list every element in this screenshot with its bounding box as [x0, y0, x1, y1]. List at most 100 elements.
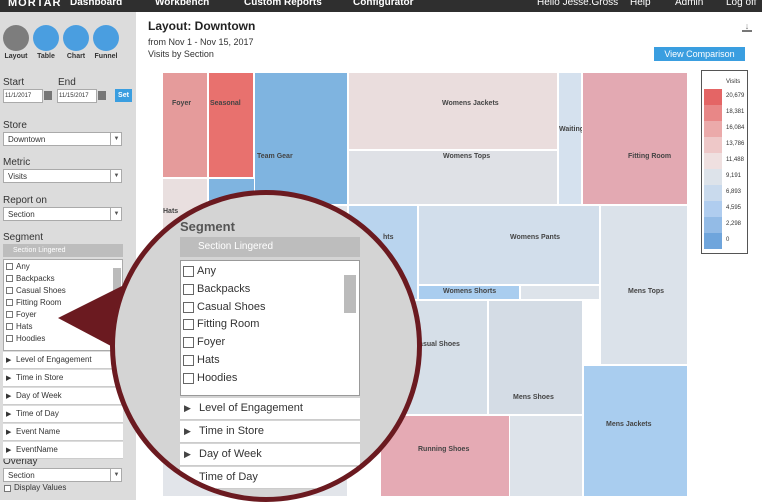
collapsible-label: Time in Store [16, 373, 64, 382]
section-label: Running Shoes [418, 446, 470, 453]
tool-label: Table [37, 53, 55, 60]
collapsible-label: ▶ [6, 375, 12, 382]
legend-value: 6,893 [726, 189, 742, 195]
calendar-icon[interactable] [98, 91, 106, 100]
collapsible-label: ▶ [6, 429, 12, 436]
tool-label: Funnel [94, 53, 118, 60]
legend-swatch [704, 233, 722, 249]
map-section[interactable] [600, 205, 688, 365]
map-section[interactable] [418, 285, 520, 300]
label: End [58, 77, 76, 88]
label: Overlay [3, 456, 38, 467]
collapsible-label: ▶ [6, 447, 12, 454]
nav-item[interactable]: Custom Reports [244, 0, 322, 8]
section-label: Casual Shoes [414, 341, 460, 348]
map-section[interactable] [348, 150, 558, 205]
set-button[interactable]: Set [115, 89, 132, 102]
map-section[interactable] [162, 72, 208, 178]
map-section[interactable] [418, 205, 600, 285]
dropdown[interactable]: Section [3, 207, 122, 221]
collapsible-label: Day of Week [16, 391, 62, 400]
section-label: Team Gear [257, 153, 293, 160]
nav-item[interactable]: Workbench [155, 0, 210, 8]
nav-link[interactable]: Log off [726, 0, 757, 8]
section-label: Mens Jackets [606, 421, 652, 428]
zoom-checkbox [183, 266, 194, 277]
tool-icon[interactable] [63, 25, 89, 51]
legend-value: 18,381 [726, 109, 745, 115]
nav-link[interactable]: Hello Jesse.Gross [537, 0, 619, 8]
checkbox[interactable] [6, 323, 13, 330]
checkbox[interactable] [6, 275, 13, 282]
map-section[interactable] [488, 300, 583, 415]
nav-link[interactable]: Admin [675, 0, 704, 8]
checkbox[interactable] [6, 335, 13, 342]
collapsible[interactable] [3, 442, 123, 459]
calendar-icon[interactable] [44, 91, 52, 100]
collapsible[interactable] [3, 424, 123, 441]
dropdown[interactable]: Downtown [3, 132, 122, 146]
date-input[interactable]: 11/15/2017 [57, 89, 97, 103]
legend-swatch [704, 137, 722, 153]
checkbox[interactable] [6, 287, 13, 294]
collapsible[interactable] [3, 388, 123, 405]
legend: Visits 20,679 18,381 16,084 13,786 11,488 9,19… [701, 70, 748, 254]
legend-value: 13,786 [726, 141, 745, 147]
nav-item[interactable]: Dashboard [70, 0, 123, 8]
dropdown[interactable]: Visits [3, 169, 122, 183]
map-section[interactable] [583, 365, 688, 497]
checkbox[interactable] [6, 299, 13, 306]
label: Start [3, 77, 25, 88]
legend-swatch [704, 153, 722, 169]
zoom-collapsible-label: ▶ [184, 426, 191, 436]
label: Segment [3, 232, 44, 243]
legend-value: 2,298 [726, 221, 742, 227]
collapsible[interactable] [3, 406, 123, 423]
label: Store [3, 120, 27, 131]
segment-header[interactable]: Section Lingered [3, 244, 123, 257]
zoom-scrollbar [344, 275, 356, 313]
legend-value: 11,488 [726, 157, 744, 163]
zoom-checkbox-list: Any Backpacks Casual Shoes Fitting Room Foye… [180, 260, 360, 396]
subtitle: Visits by Section [148, 49, 214, 59]
legend-swatch [704, 185, 722, 201]
tool-icon[interactable] [93, 25, 119, 51]
date-input[interactable]: 11/1/2017 [3, 89, 43, 103]
section-label: Womens Pants [510, 234, 561, 241]
collapsible[interactable] [3, 352, 123, 369]
map-section[interactable] [558, 72, 582, 205]
zoom-collapsible-label: ▶ [184, 472, 191, 482]
legend-title: Visits [726, 79, 741, 85]
download-icon[interactable]: ↓ [742, 22, 752, 32]
legend-swatch [704, 121, 722, 137]
collapsible[interactable] [3, 370, 123, 387]
map-section[interactable] [254, 72, 348, 205]
dropdown-arrow: ▼ [110, 169, 122, 183]
map-section[interactable] [380, 415, 510, 497]
map-section[interactable] [348, 72, 558, 150]
map-section[interactable] [582, 72, 688, 205]
tool-icon[interactable] [3, 25, 29, 51]
compare-button[interactable]: View Comparison [654, 47, 745, 61]
section-label: Womens Tops [443, 153, 491, 160]
tool-icon[interactable] [33, 25, 59, 51]
map-region [520, 285, 600, 300]
tool-label: Chart [66, 53, 86, 60]
section-label: Mens Shoes [513, 394, 554, 401]
zoom-checkbox [183, 355, 194, 366]
dropdown[interactable]: Section [3, 468, 122, 482]
scrollbar [113, 268, 121, 296]
checkbox[interactable] [6, 263, 13, 270]
checkbox[interactable] [4, 485, 11, 492]
legend-value: 16,084 [726, 125, 745, 131]
checkbox[interactable] [6, 311, 13, 318]
zoom-checkbox-label: Fitting Room [197, 318, 260, 331]
collapsible-label: Level of Engagement [16, 355, 92, 364]
magnifier: Segment Section Lingered Any Backpacks Casua… [110, 190, 422, 502]
zoom-collapsible [180, 444, 360, 466]
nav-item[interactable]: Configurator [353, 0, 414, 8]
nav-link[interactable]: Help [630, 0, 651, 8]
zoom-label: Segment [180, 219, 235, 234]
map-section[interactable] [208, 72, 254, 178]
